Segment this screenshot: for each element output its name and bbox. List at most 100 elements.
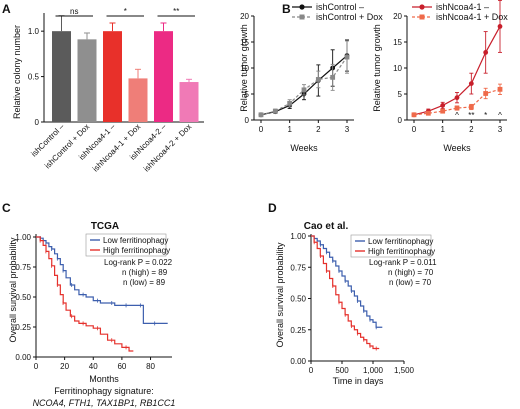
km-ytick-label: 0.00 <box>15 353 31 362</box>
growth-point <box>468 81 474 86</box>
legend-label-ishncoa4: ishNcoa4-1 – <box>436 2 489 12</box>
km-survival-curve <box>311 235 380 350</box>
legend-label-low-d: Low ferritinophagy <box>368 237 433 246</box>
km-xtick-label: 500 <box>335 366 349 375</box>
panel-letter-d: D <box>268 201 277 215</box>
growth-point <box>258 112 264 118</box>
growth-point <box>454 105 460 111</box>
growth-ytick-label: 10 <box>240 64 249 73</box>
growth-annotation: ^ <box>455 111 459 120</box>
growth-xtick-label: 1 <box>287 125 292 134</box>
panel-d-title: Cao et al. <box>304 221 349 232</box>
growth-xtick-label: 3 <box>345 125 350 134</box>
growth-annotation: ** <box>468 111 474 120</box>
growth-point <box>315 77 321 82</box>
growth-ytick-label: 5 <box>398 90 403 99</box>
panel-c-km-plot: TCGA Overall survival probability Months… <box>8 221 175 408</box>
panel-a-sig-label: ns <box>70 7 78 16</box>
growth-point <box>301 87 307 93</box>
panel-a-bar <box>154 31 173 123</box>
panel-d-legend-box <box>350 234 432 258</box>
panel-c-xlabel: Months <box>89 374 119 384</box>
growth-ytick-label: 20 <box>393 12 402 21</box>
growth-point <box>425 110 431 116</box>
km-xtick-label: 1,000 <box>363 366 384 375</box>
growth-point <box>483 91 489 96</box>
km-xtick-label: 1,500 <box>394 366 415 375</box>
panel-a-sig-label: ** <box>173 7 179 16</box>
growth-xtick-label: 2 <box>316 125 321 134</box>
km-ytick-label: 1.00 <box>15 233 31 242</box>
km-xtick-label: 80 <box>146 362 155 371</box>
panel-d-stat-n-low: n (low) = 70 <box>389 278 432 287</box>
growth-point <box>344 54 350 60</box>
panel-c-ylabel: Overall survival probability <box>8 237 18 343</box>
legend-label-ishncoa4-dox: ishNcoa4-1 + Dox <box>436 12 508 22</box>
km-xtick-label: 60 <box>117 362 126 371</box>
growth-point <box>468 104 474 110</box>
growth-point <box>483 50 489 55</box>
growth-ytick-label: 0 <box>245 116 250 125</box>
panel-c-legend-box <box>85 233 167 257</box>
legend-label-high: High ferritinophagy <box>103 246 170 255</box>
panel-a-xtick-label: ishControl + Dox <box>43 122 91 170</box>
growth-xtick-label: 3 <box>498 125 503 134</box>
panel-d-stat-n-high: n (high) = 70 <box>388 268 434 277</box>
panel-a-bar <box>103 31 122 123</box>
signature-genes: NCOA4, FTH1, TAX1BP1, RB1CC1 <box>33 398 176 408</box>
panel-a-xtick-label: ishNcoa4-2 + Dox <box>142 122 193 173</box>
panel-b-growth-curves: Relative tumor growth Relative tumor gro… <box>239 0 508 153</box>
growth-xtick-label: 1 <box>440 125 445 134</box>
panel-letter-c: C <box>2 201 11 215</box>
km-ytick-label: 1.00 <box>290 232 306 241</box>
signature-title: Ferritinophagy signature: <box>54 386 154 396</box>
km-ytick-label: 0.25 <box>15 323 31 332</box>
km-survival-curve <box>36 236 168 324</box>
km-xtick-label: 20 <box>60 362 69 371</box>
panel-d-km-plot: Cao et al. Overall survival probability … <box>275 221 437 386</box>
panel-b-left-ylabel: Relative tumor growth <box>239 24 249 112</box>
growth-xtick-label: 0 <box>259 125 264 134</box>
growth-xtick-label: 2 <box>469 125 474 134</box>
panel-a-sig-label: * <box>124 7 127 16</box>
km-xtick-label: 0 <box>34 362 39 371</box>
panel-b-right-xlabel: Weeks <box>443 143 471 153</box>
km-xtick-label: 40 <box>89 362 98 371</box>
growth-annotation: ^ <box>498 111 502 120</box>
growth-ytick-label: 15 <box>393 38 402 47</box>
panel-b-right-ylabel: Relative tumor growth <box>372 24 382 112</box>
panel-c-title: TCGA <box>91 221 119 232</box>
km-xtick-label: 0 <box>309 366 314 375</box>
legend-marker-ishcontrol-dox <box>299 14 305 20</box>
legend-label-low: Low ferritinophagy <box>103 236 168 245</box>
panel-a-bar-chart: Relative colony number 0 0.5 1.0 ishContro… <box>12 7 204 174</box>
growth-point <box>497 86 503 92</box>
km-survival-curve <box>36 236 134 352</box>
legend-marker-ishncoa4-dox <box>419 14 425 20</box>
growth-point <box>454 95 460 101</box>
growth-ytick-label: 10 <box>393 64 402 73</box>
growth-point <box>272 108 278 114</box>
panel-letter-b: B <box>282 2 291 16</box>
growth-point <box>411 112 417 118</box>
panel-a-ytick-label: 0.5 <box>28 73 40 82</box>
panel-d-xlabel: Time in days <box>333 376 384 386</box>
panel-d-stat-logrank: Log-rank P = 0.011 <box>369 258 437 267</box>
km-ytick-label: 0.25 <box>290 326 306 335</box>
panel-a-bar <box>52 31 71 123</box>
panel-b-left-xlabel: Weeks <box>290 143 318 153</box>
growth-ytick-label: 0 <box>398 116 403 125</box>
growth-point <box>330 74 336 80</box>
panel-c-legend: Low ferritinophagy High ferritinophagy L… <box>85 233 173 287</box>
panel-letter-a: A <box>2 2 11 16</box>
panel-a-bar <box>128 78 148 122</box>
growth-xtick-label: 0 <box>412 125 417 134</box>
km-ytick-label: 0.75 <box>290 263 306 272</box>
growth-ytick-label: 20 <box>240 12 249 21</box>
panel-d-ylabel: Overall survival probability <box>275 242 285 348</box>
panel-a-ytick-label: 1.0 <box>28 27 40 36</box>
legend-label-ishcontrol-dox: ishControl + Dox <box>316 12 383 22</box>
legend-marker-ishncoa4 <box>419 4 425 10</box>
km-ytick-label: 0.00 <box>290 357 306 366</box>
panel-c-stat-logrank: Log-rank P = 0.022 <box>104 258 173 267</box>
